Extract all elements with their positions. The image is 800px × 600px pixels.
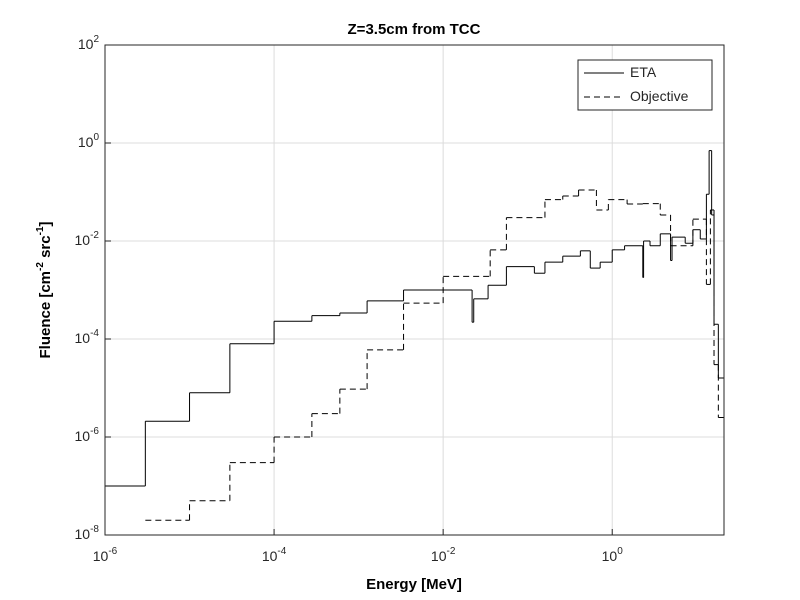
x-tick-label: 100 [602, 546, 624, 564]
y-tick-label: 100 [78, 132, 100, 150]
plot-frame [104, 44, 725, 536]
y-tick-label: 102 [78, 34, 100, 52]
y-tick-label: 10-6 [75, 426, 100, 444]
y-axis-label: Fluence [cm-2 src-1] [35, 221, 54, 358]
y-tick-label: 10-8 [75, 524, 100, 542]
x-tick-label: 10-2 [431, 546, 456, 564]
legend-label: ETA [630, 64, 657, 80]
y-tick-label: 10-2 [75, 230, 100, 248]
x-axis-label: Energy [MeV] [366, 576, 462, 593]
legend-label: Objective [630, 88, 689, 104]
x-tick-label: 10-4 [262, 546, 287, 564]
chart-title: Z=3.5cm from TCC [348, 21, 481, 38]
legend: ETA Objective [577, 59, 713, 111]
x-tick-label: 10-6 [93, 546, 118, 564]
series-1 [145, 189, 724, 521]
y-tick-label: 10-4 [75, 328, 100, 346]
legend-box [577, 59, 713, 111]
